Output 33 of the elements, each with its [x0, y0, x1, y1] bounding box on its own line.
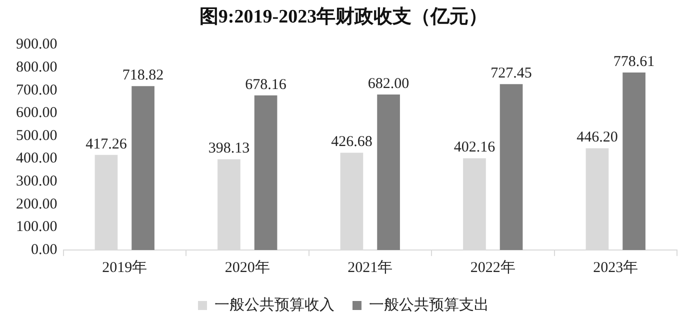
legend-label: 一般公共预算支出 — [369, 296, 489, 314]
y-tick-label: 500.00 — [16, 128, 58, 144]
y-tick-label: 700.00 — [16, 82, 58, 98]
legend-label: 一般公共预算收入 — [214, 296, 334, 314]
bar — [500, 84, 523, 250]
x-tick-label: 2020年 — [224, 258, 270, 276]
data-label: 678.16 — [245, 76, 287, 93]
data-label: 417.26 — [86, 136, 128, 152]
bar — [377, 94, 400, 250]
x-tick-label: 2021年 — [348, 258, 393, 276]
y-tick-label: 400.00 — [16, 150, 58, 167]
bar — [254, 95, 278, 250]
data-label: 682.00 — [368, 76, 410, 92]
data-label: 727.45 — [490, 66, 532, 82]
chart-title: 图9:2019-2023年财政收支（亿元） — [199, 5, 488, 28]
data-label: 398.13 — [208, 140, 250, 157]
y-tick-label: 200.00 — [16, 196, 58, 212]
y-tick-label: 0.00 — [31, 242, 58, 258]
bar — [132, 86, 154, 250]
y-tick-label: 800.00 — [16, 60, 58, 76]
data-label: 718.82 — [122, 68, 164, 84]
data-label: 426.68 — [331, 134, 372, 150]
data-label: 446.20 — [576, 130, 618, 146]
y-tick-label: 600.00 — [16, 105, 58, 122]
y-tick-label: 900.00 — [16, 36, 58, 53]
data-label: 402.16 — [454, 140, 496, 156]
y-tick-label: 100.00 — [16, 219, 58, 236]
x-tick-label: 2019年 — [102, 258, 148, 276]
x-tick-label: 2023年 — [593, 258, 638, 276]
y-tick-label: 300.00 — [16, 174, 58, 190]
data-label: 778.61 — [613, 54, 655, 70]
x-tick-label: 2022年 — [470, 258, 516, 276]
bar — [622, 72, 646, 250]
